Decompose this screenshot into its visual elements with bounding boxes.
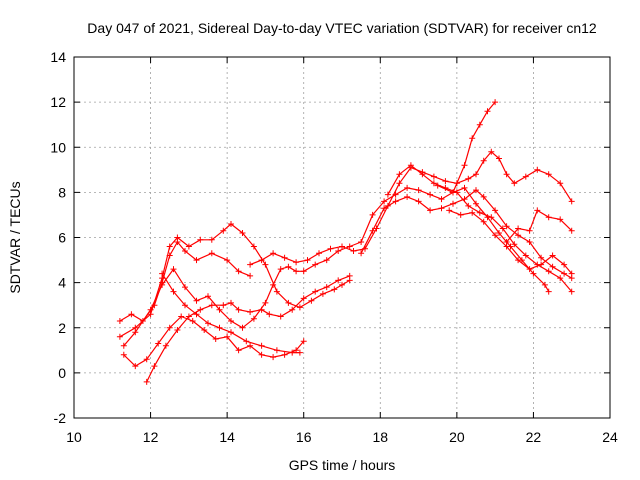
series-line [123,187,550,347]
y-tick-label: 8 [58,184,66,200]
data-point [358,187,575,282]
y-axis-label: SDTVAR / TECUs [7,181,23,293]
y-tick-label: 10 [50,139,66,155]
x-tick-label: 16 [296,429,312,445]
series-line [119,223,351,338]
data-point [116,221,353,340]
series-track-5 [120,313,307,370]
data-point [503,207,575,245]
y-tick-labels: -2 0 2 4 6 8 10 12 14 [50,49,66,426]
series-track-10 [434,99,499,196]
series-layer [116,99,575,385]
ticks [73,56,611,419]
y-tick-label: 12 [50,94,66,110]
y-tick-label: 4 [58,275,66,291]
data-point [116,239,254,324]
series-line [146,275,350,383]
data-point [247,148,575,268]
x-axis-label: GPS time / hours [289,457,396,473]
y-tick-label: -2 [54,410,67,426]
series-line [387,164,573,292]
series-track-11 [503,207,575,245]
y-tick-label: 14 [50,49,66,65]
data-point [143,272,353,385]
x-tick-label: 12 [143,429,159,445]
x-tick-label: 18 [372,429,388,445]
data-point [159,270,303,356]
data-point [120,313,307,370]
x-tick-label: 20 [449,429,465,445]
series-track-6 [159,270,303,356]
x-tick-labels: 10 12 14 16 18 20 22 24 [66,429,618,445]
series-track-12 [446,207,575,277]
x-tick-label: 14 [219,429,235,445]
chart-title: Day 047 of 2021, Sidereal Day-to-day VTE… [87,20,597,36]
y-tick-label: 2 [58,320,66,336]
series-track-9 [384,162,575,295]
series-track-8 [358,187,575,282]
series-line [360,189,573,279]
series-track-2 [116,221,353,340]
series-track-1 [116,239,254,324]
data-point [384,162,575,295]
series-track-4 [143,272,353,385]
data-point [446,207,575,277]
data-point [120,184,552,349]
series-line [448,209,573,274]
series-track-3 [120,184,552,349]
y-tick-label: 0 [58,365,66,381]
x-tick-label: 10 [66,429,82,445]
y-tick-label: 6 [58,230,66,246]
grid [74,57,610,418]
x-tick-label: 24 [602,429,618,445]
data-point [434,99,499,196]
x-tick-label: 22 [526,429,542,445]
